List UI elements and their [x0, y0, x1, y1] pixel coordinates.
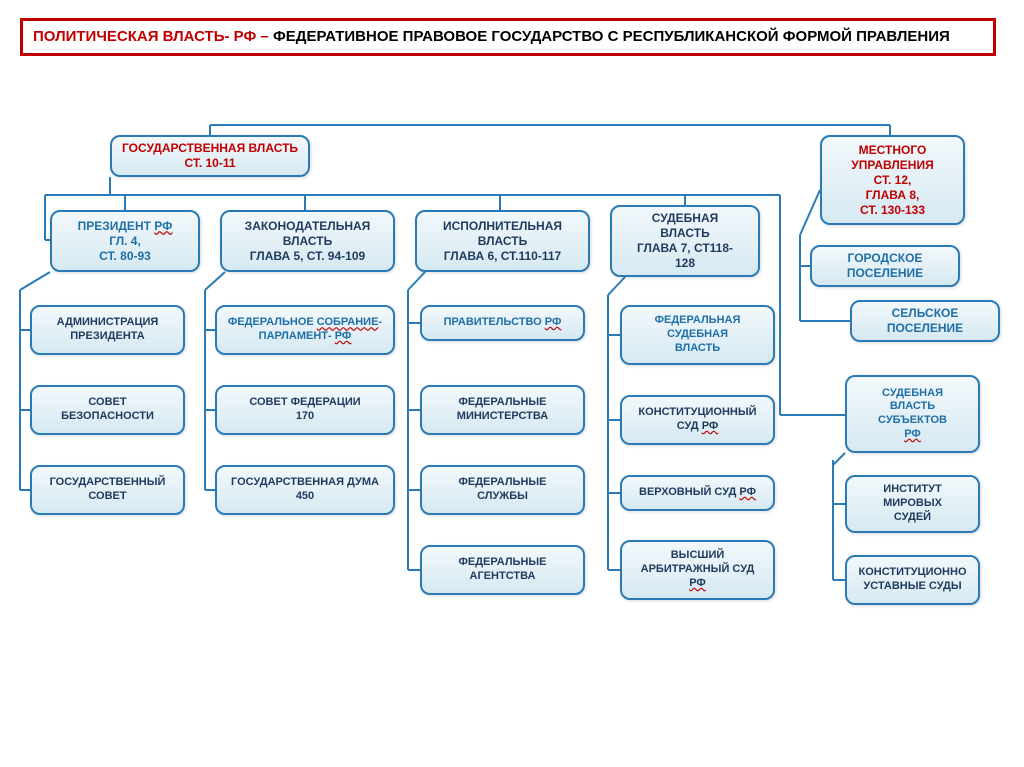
node-fedslu: ФЕДЕРАЛЬНЫЕСЛУЖБЫ: [420, 465, 585, 515]
node-legis: ЗАКОНОДАТЕЛЬНАЯВЛАСТЬГЛАВА 5, СТ. 94-109: [220, 210, 395, 272]
node-verh: ВЕРХОВНЫЙ СУД РФ: [620, 475, 775, 511]
title-red-part: ПОЛИТИЧЕСКАЯ ВЛАСТЬ- РФ –: [33, 28, 269, 45]
node-duma: ГОСУДАРСТВЕННАЯ ДУМА450: [215, 465, 395, 515]
node-local: МЕСТНОГОУПРАВЛЕНИЯСТ. 12,ГЛАВА 8,СТ. 130…: [820, 135, 965, 225]
node-gossovet: ГОСУДАРСТВЕННЫЙСОВЕТ: [30, 465, 185, 515]
node-president: ПРЕЗИДЕНТ РФГЛ. 4,СТ. 80-93: [50, 210, 200, 272]
node-village: СЕЛЬСКОЕПОСЕЛЕНИЕ: [850, 300, 1000, 342]
node-mirov: ИНСТИТУТМИРОВЫХСУДЕЙ: [845, 475, 980, 533]
node-sovfed: СОВЕТ ФЕДЕРАЦИИ170: [215, 385, 395, 435]
title-black-part: ФЕДЕРАТИВНОЕ ПРАВОВОЕ ГОСУДАРСТВО С РЕСП…: [273, 28, 950, 45]
node-fedsobr: ФЕДЕРАЛЬНОЕ СОБРАНИЕ-ПАРЛАМЕНТ- РФ: [215, 305, 395, 355]
title-box: ПОЛИТИЧЕСКАЯ ВЛАСТЬ- РФ – ФЕДЕРАТИВНОЕ П…: [20, 18, 996, 56]
node-fedag: ФЕДЕРАЛЬНЫЕАГЕНТСТВА: [420, 545, 585, 595]
node-fedsud: ФЕДЕРАЛЬНАЯСУДЕБНАЯВЛАСТЬ: [620, 305, 775, 365]
node-admin: АДМИНИСТРАЦИЯПРЕЗИДЕНТА: [30, 305, 185, 355]
node-arbit: ВЫСШИЙАРБИТРАЖНЫЙ СУДРФ: [620, 540, 775, 600]
node-ustavn: КОНСТИТУЦИОННОУСТАВНЫЕ СУДЫ: [845, 555, 980, 605]
node-secbez: СОВЕТБЕЗОПАСНОСТИ: [30, 385, 185, 435]
node-city: ГОРОДСКОЕПОСЕЛЕНИЕ: [810, 245, 960, 287]
node-subsud: СУДЕБНАЯВЛАСТЬСУБЪЕКТОВРФ: [845, 375, 980, 453]
node-konst: КОНСТИТУЦИОННЫЙСУД РФ: [620, 395, 775, 445]
node-exec: ИСПОЛНИТЕЛЬНАЯВЛАСТЬГЛАВА 6, СТ.110-117: [415, 210, 590, 272]
node-pravit: ПРАВИТЕЛЬСТВО РФ: [420, 305, 585, 341]
node-gov: ГОСУДАРСТВЕННАЯ ВЛАСТЬСТ. 10-11: [110, 135, 310, 177]
node-fedmin: ФЕДЕРАЛЬНЫЕМИНИСТЕРСТВА: [420, 385, 585, 435]
node-judic: СУДЕБНАЯВЛАСТЬГЛАВА 7, СТ118-128: [610, 205, 760, 277]
